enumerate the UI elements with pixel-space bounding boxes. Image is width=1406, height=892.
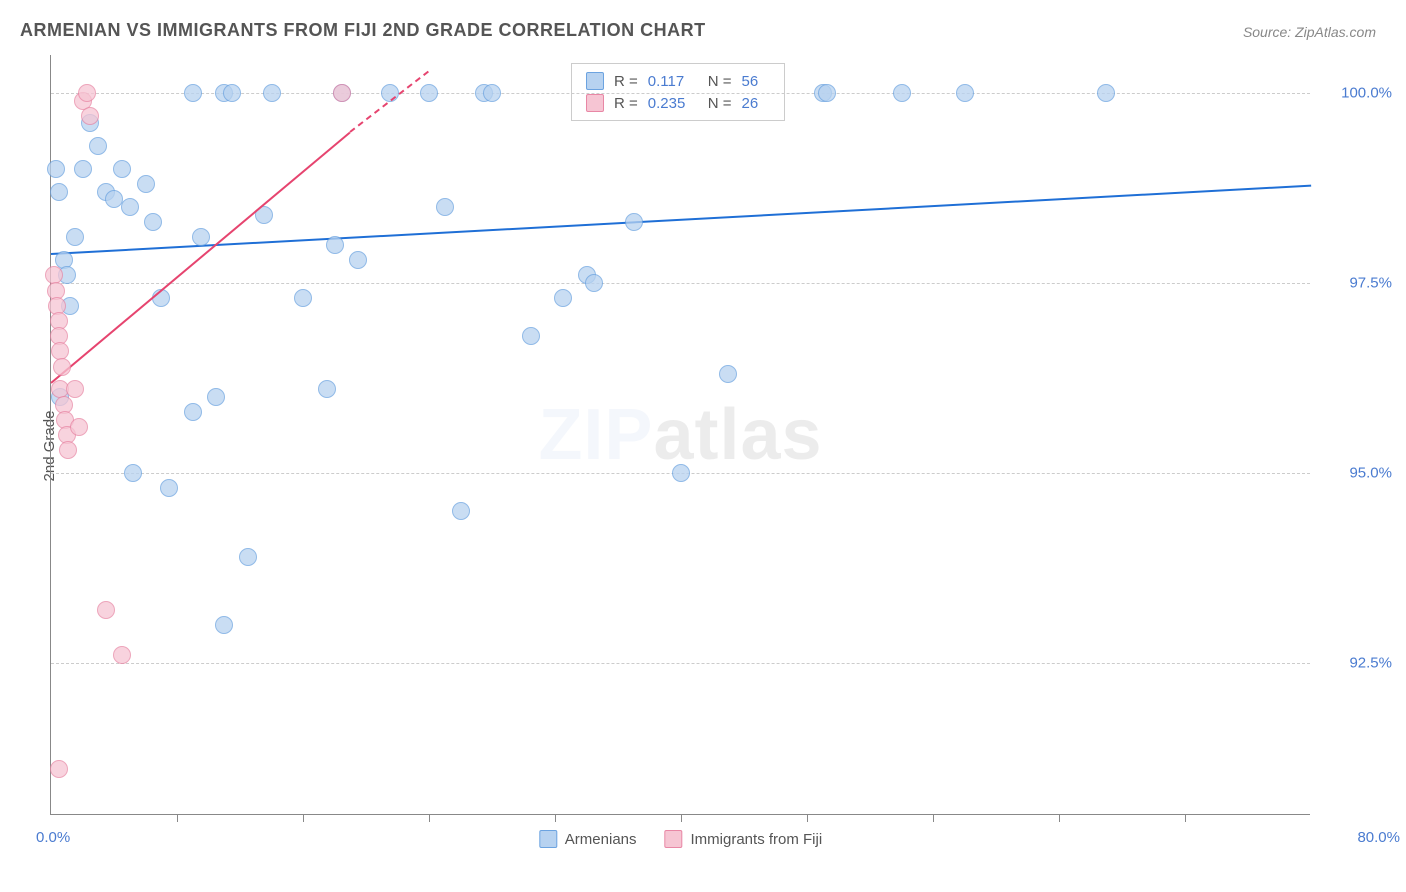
x-tick [1059, 814, 1060, 822]
data-point [144, 213, 162, 231]
data-point [223, 84, 241, 102]
data-point [318, 380, 336, 398]
data-point [420, 84, 438, 102]
data-point [184, 84, 202, 102]
data-point [53, 358, 71, 376]
chart-title: ARMENIAN VS IMMIGRANTS FROM FIJI 2ND GRA… [20, 20, 706, 41]
data-point [113, 160, 131, 178]
data-point [719, 365, 737, 383]
data-point [239, 548, 257, 566]
y-tick-label: 92.5% [1322, 655, 1392, 672]
data-point [70, 418, 88, 436]
x-tick [429, 814, 430, 822]
gridline [51, 663, 1310, 664]
data-point [89, 137, 107, 155]
data-point [452, 502, 470, 520]
data-point [47, 160, 65, 178]
x-axis-min: 0.0% [36, 829, 70, 846]
data-point [333, 84, 351, 102]
legend-item-fiji: Immigrants from Fiji [665, 830, 823, 848]
data-point [818, 84, 836, 102]
trend-line [51, 184, 1311, 254]
data-point [625, 213, 643, 231]
data-point [326, 236, 344, 254]
data-point [137, 175, 155, 193]
data-point [263, 84, 281, 102]
x-tick [807, 814, 808, 822]
data-point [585, 274, 603, 292]
data-point [215, 616, 233, 634]
series-legend: Armenians Immigrants from Fiji [539, 830, 822, 848]
legend-swatch-icon [665, 830, 683, 848]
data-point [554, 289, 572, 307]
x-tick [177, 814, 178, 822]
data-point [522, 327, 540, 345]
legend-row-armenians: R = 0.117 N = 56 [586, 70, 770, 92]
x-tick [303, 814, 304, 822]
data-point [893, 84, 911, 102]
data-point [97, 601, 115, 619]
source-label: Source: ZipAtlas.com [1243, 24, 1376, 40]
trend-line [50, 131, 351, 383]
data-point [349, 251, 367, 269]
gridline [51, 283, 1310, 284]
legend-swatch-icon [539, 830, 557, 848]
data-point [50, 760, 68, 778]
legend-swatch-fiji [586, 94, 604, 112]
data-point [66, 380, 84, 398]
data-point [81, 107, 99, 125]
data-point [66, 228, 84, 246]
data-point [436, 198, 454, 216]
correlation-legend: R = 0.117 N = 56 R = 0.235 N = 26 [571, 63, 785, 121]
data-point [160, 479, 178, 497]
data-point [50, 183, 68, 201]
scatter-plot: ZIPatlas R = 0.117 N = 56 R = 0.235 N = … [50, 55, 1310, 815]
x-tick [681, 814, 682, 822]
data-point [207, 388, 225, 406]
legend-swatch-armenians [586, 72, 604, 90]
data-point [483, 84, 501, 102]
data-point [184, 403, 202, 421]
data-point [294, 289, 312, 307]
data-point [192, 228, 210, 246]
legend-item-armenians: Armenians [539, 830, 637, 848]
x-axis-max: 80.0% [1357, 829, 1400, 846]
data-point [59, 441, 77, 459]
data-point [672, 464, 690, 482]
legend-row-fiji: R = 0.235 N = 26 [586, 92, 770, 114]
x-tick [555, 814, 556, 822]
x-tick [933, 814, 934, 822]
data-point [113, 646, 131, 664]
trend-line-extrapolated [350, 70, 430, 132]
y-tick-label: 95.0% [1322, 465, 1392, 482]
data-point [78, 84, 96, 102]
data-point [74, 160, 92, 178]
data-point [1097, 84, 1115, 102]
data-point [124, 464, 142, 482]
data-point [121, 198, 139, 216]
y-tick-label: 100.0% [1322, 85, 1392, 102]
data-point [956, 84, 974, 102]
y-tick-label: 97.5% [1322, 275, 1392, 292]
x-tick [1185, 814, 1186, 822]
